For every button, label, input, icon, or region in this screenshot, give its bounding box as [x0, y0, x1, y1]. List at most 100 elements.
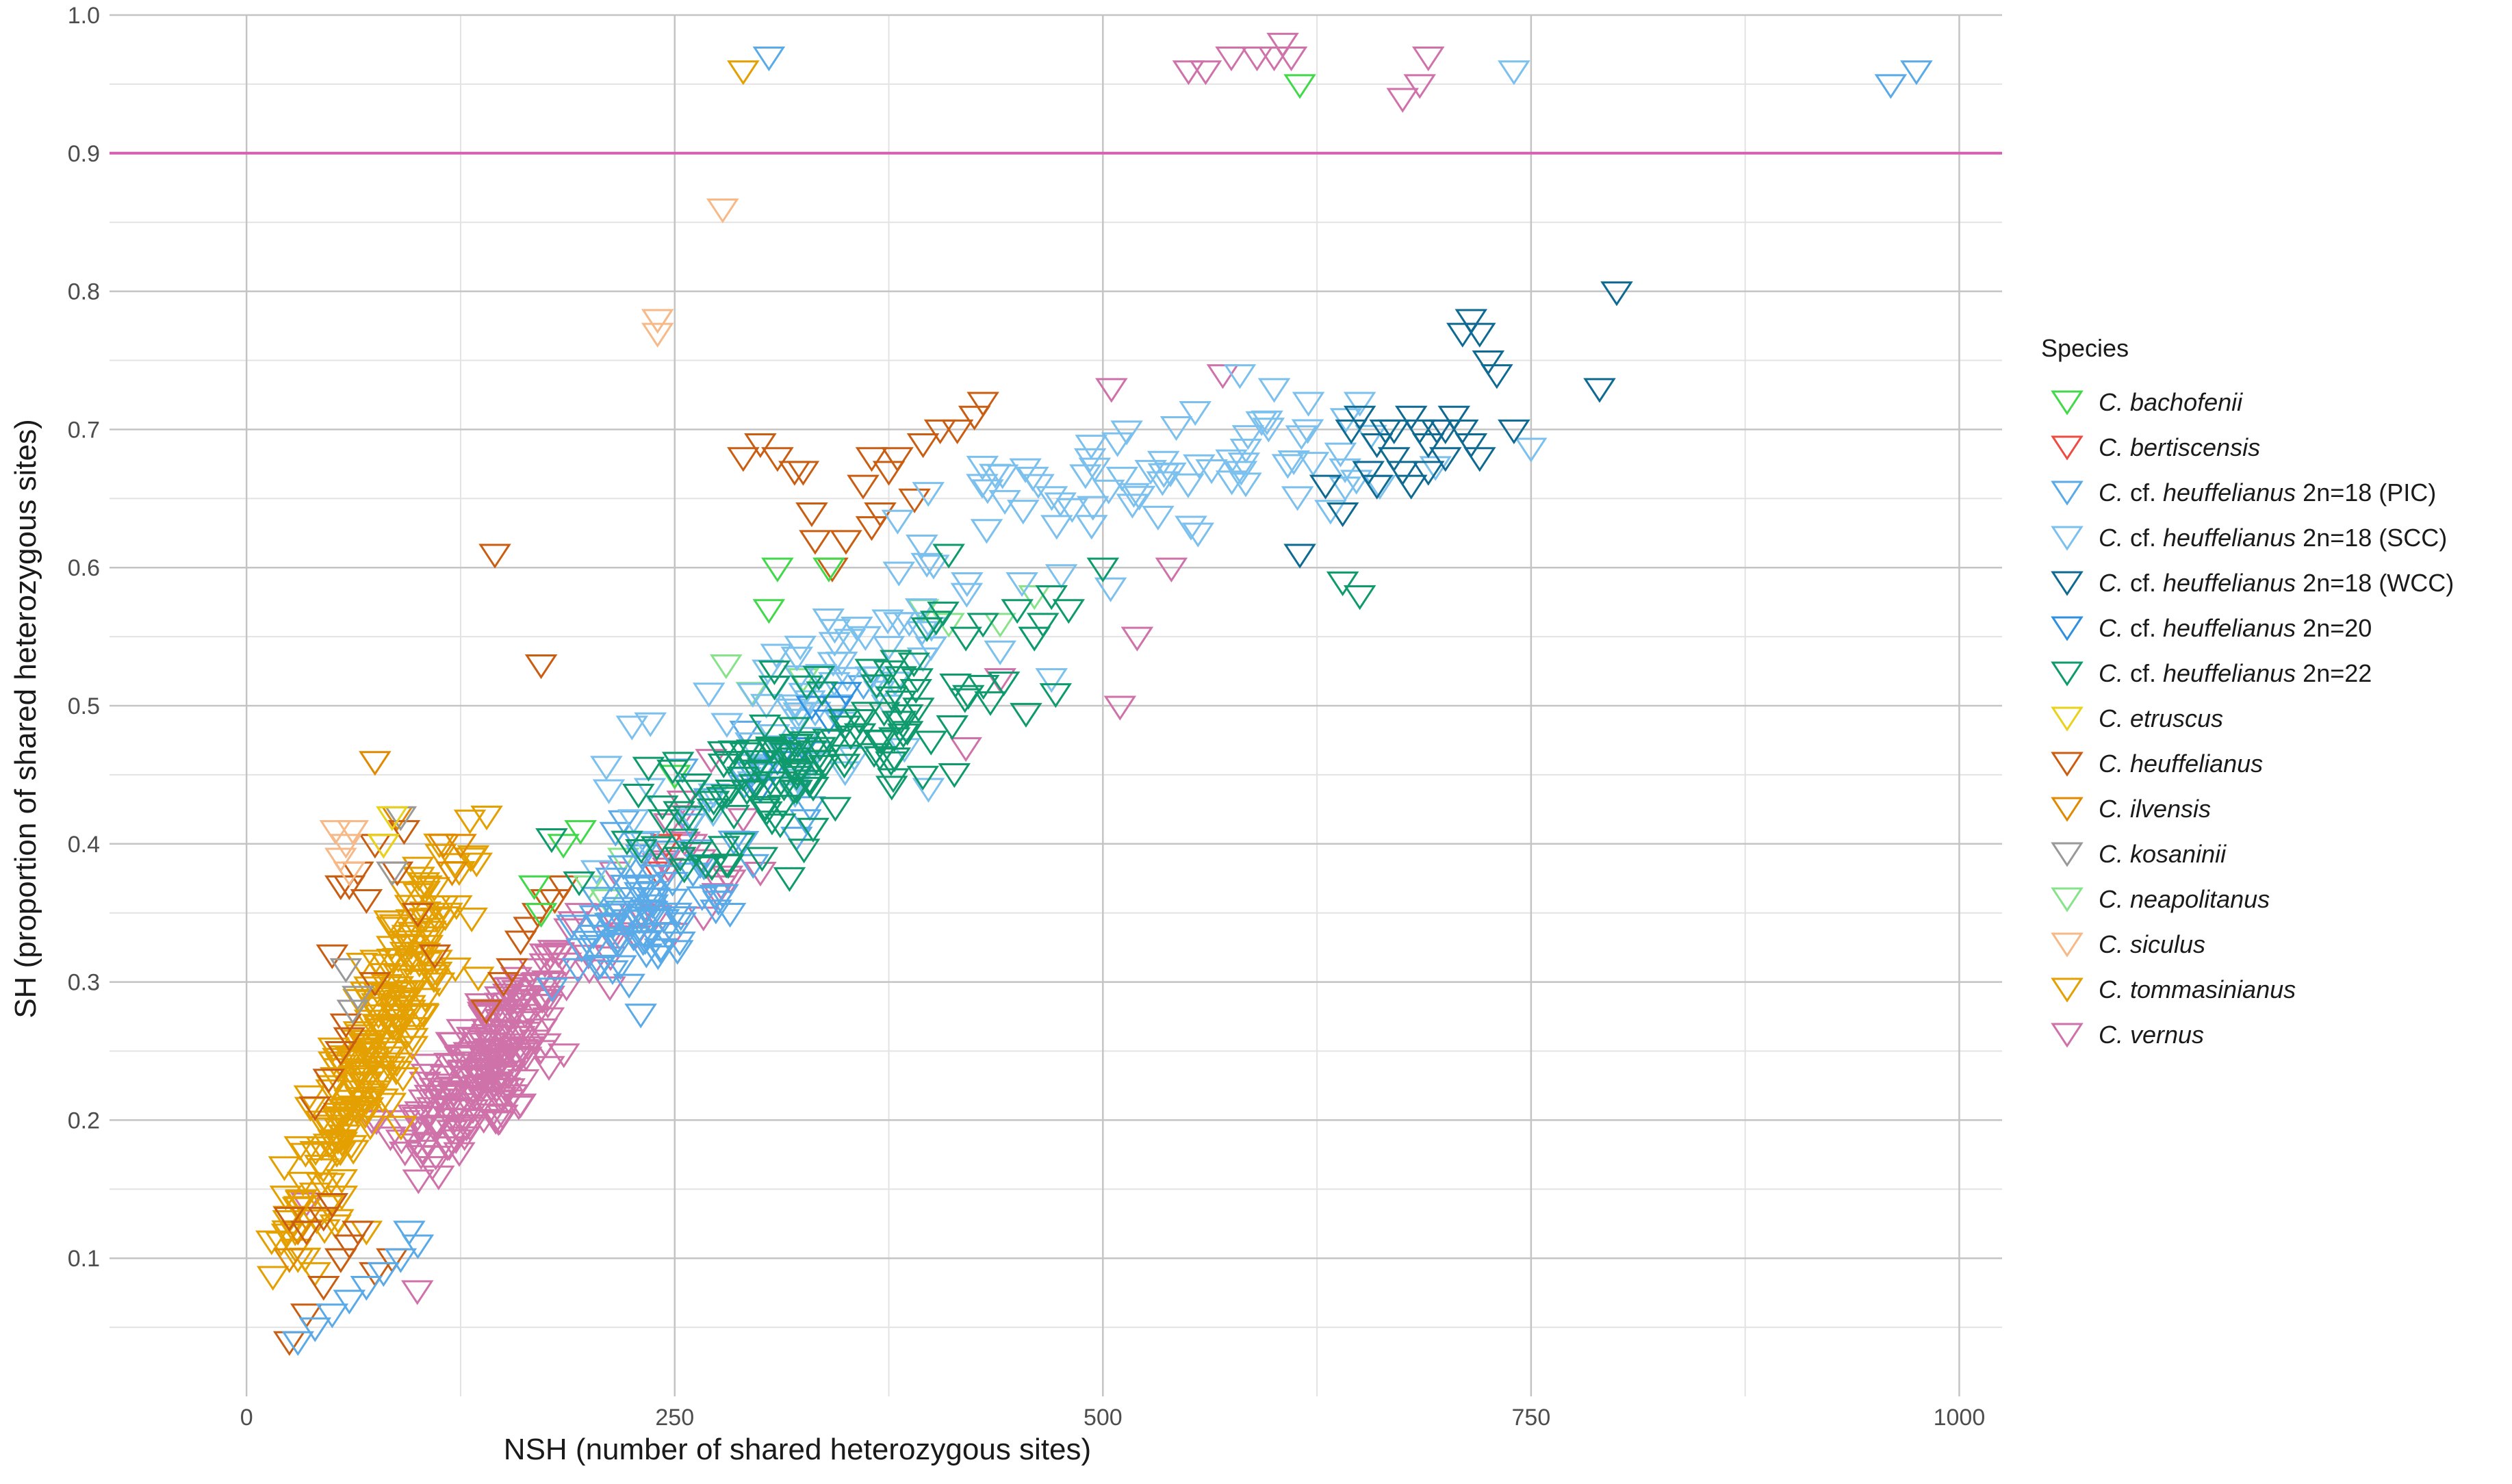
data-point [1386, 88, 1419, 113]
data-point [324, 847, 357, 873]
data-point [1394, 405, 1428, 431]
legend-marker [2051, 616, 2084, 641]
data-point [829, 715, 862, 741]
legend-label-part: 2n=20 [2296, 614, 2372, 642]
data-point [370, 984, 403, 1010]
data-point [632, 874, 665, 899]
legend-marker [2051, 932, 2084, 958]
data-point [697, 802, 730, 828]
y-axis-title: SH (proportion of shared heterozygous si… [9, 419, 42, 1019]
data-point [738, 759, 771, 784]
legend-label-part: cf. [2123, 659, 2163, 687]
data-point [578, 934, 612, 960]
data-point [748, 798, 782, 823]
data-point [272, 1207, 306, 1232]
legend-item-cfh22: C. cf. heuffelianus 2n=22 [2051, 659, 2372, 687]
data-point [1018, 626, 1051, 652]
data-point [388, 881, 422, 906]
data-point [1044, 492, 1077, 517]
legend-label-part: C. bertiscensis [2099, 433, 2260, 461]
data-point [1223, 364, 1257, 389]
legend-label-part: cf. [2123, 478, 2163, 507]
legend-label-part: heuffelianus [2163, 524, 2296, 552]
y-axis-ticks: 0.1 0.2 0.3 0.4 0.5 0.6 0.7 0.8 0.9 1.0 [68, 3, 100, 1272]
data-point [1252, 418, 1285, 443]
data-point [628, 930, 662, 956]
data-point [312, 1069, 346, 1094]
data-point [1022, 474, 1055, 499]
data-point [938, 763, 971, 789]
data-point [782, 708, 815, 734]
data-point [667, 858, 701, 884]
legend-item-etruscus: C. etruscus [2051, 704, 2223, 732]
legend-item-heuffelianus: C. heuffelianus [2051, 750, 2263, 778]
data-point [426, 895, 460, 921]
data-point [312, 1114, 346, 1140]
data-point [838, 747, 871, 772]
data-point [485, 1062, 518, 1088]
data-point [636, 894, 669, 919]
legend-label-part: C. etruscus [2099, 704, 2223, 732]
data-point [408, 930, 441, 955]
legend-item-cfh18wcc: C. cf. heuffelianus 2n=18 (WCC) [2051, 569, 2454, 597]
data-point [1377, 447, 1411, 472]
legend-item-neapolitanus: C. neapolitanus [2051, 885, 2270, 913]
data-point [524, 654, 558, 680]
data-point [707, 836, 741, 861]
data-point [437, 1032, 470, 1058]
data-point [728, 742, 762, 767]
data-point [1105, 466, 1139, 491]
data-point [361, 1056, 395, 1081]
y-tick-label: 0.8 [68, 279, 100, 305]
data-point [319, 1214, 352, 1240]
data-point [455, 907, 488, 933]
data-point [1175, 515, 1207, 541]
data-point [617, 809, 650, 834]
data-point [255, 1230, 288, 1255]
data-point [435, 861, 469, 886]
data-point [373, 1030, 406, 1056]
data-point [400, 1280, 434, 1305]
data-point [290, 1220, 323, 1246]
data-point [1146, 450, 1180, 476]
data-point [478, 543, 511, 569]
data-point [1583, 378, 1616, 403]
data-point [389, 941, 422, 967]
data-point [630, 943, 663, 969]
data-point [535, 977, 569, 1003]
data-point [828, 754, 861, 779]
data-point [1377, 419, 1411, 445]
legend-item-cfh20: C. cf. heuffelianus 2n=20 [2051, 614, 2372, 642]
data-point [689, 854, 723, 880]
data-point [713, 903, 747, 928]
data-point [1283, 543, 1316, 569]
data-point [1343, 392, 1376, 417]
data-point [927, 601, 960, 627]
data-point [1006, 500, 1040, 525]
data-point [307, 1158, 340, 1184]
data-point [496, 1005, 530, 1030]
data-point [819, 797, 852, 822]
legend-label-part: C. ilvensis [2099, 795, 2211, 823]
data-point [914, 636, 947, 661]
data-point [1195, 459, 1228, 485]
data-point [1225, 461, 1258, 486]
data-point [1117, 483, 1151, 508]
data-point [325, 1186, 359, 1211]
legend-label-part: C. [2099, 478, 2123, 507]
data-point [549, 952, 582, 977]
data-point [1360, 433, 1394, 459]
y-tick-label: 0.4 [68, 832, 100, 858]
data-point [1329, 458, 1361, 483]
data-point [778, 717, 811, 742]
data-point [595, 867, 628, 893]
data-point [289, 1142, 322, 1168]
data-point [470, 805, 503, 831]
data-point [501, 980, 534, 1005]
data-point [1481, 364, 1513, 389]
data-point [524, 903, 558, 928]
legend-label-part: cf. [2123, 524, 2163, 552]
data-point [786, 668, 820, 693]
data-point [394, 995, 426, 1020]
legend-marker [2051, 887, 2084, 912]
